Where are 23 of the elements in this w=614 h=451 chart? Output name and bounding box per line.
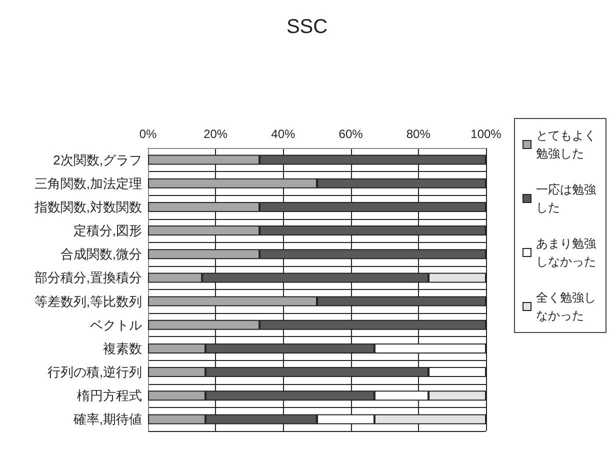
y-tick-label: 等差数列,等比数列 (34, 294, 142, 309)
legend-label: 一応は勉強した (536, 182, 596, 214)
legend-label: とてもよく勉強した (536, 128, 596, 160)
y-tick-label: 複素数 (103, 340, 142, 356)
y-tick-label: 指数関数,対数関数 (33, 199, 142, 214)
y-tick-label: ベクトル (90, 317, 142, 332)
legend-label: あまり勉強しなかった (536, 236, 596, 268)
x-tick-label: 40% (271, 127, 296, 141)
legend-label: 全く勉強しなかった (536, 290, 596, 322)
chart-title: SSC (286, 16, 328, 38)
y-tick-label: 2次関数,グラフ (53, 152, 142, 168)
y-tick-label: 合成関数,微分 (60, 246, 142, 262)
x-tick-label: 60% (338, 127, 364, 141)
y-tick-label: 定積分,図形 (73, 223, 142, 238)
y-tick-label: 行列の積,逆行列 (47, 364, 142, 380)
x-tick-label: 80% (406, 127, 431, 141)
y-tick-label: 部分積分,置換積分 (34, 270, 142, 286)
x-tick-label: 100% (470, 127, 502, 141)
y-tick-label: 楕円方程式 (77, 388, 142, 404)
x-tick-label: 0% (139, 127, 157, 141)
y-tick-label: 三角関数,加法定理 (34, 176, 142, 191)
y-tick-label: 確率,期待値 (72, 412, 142, 427)
x-tick-label: 20% (204, 127, 228, 141)
